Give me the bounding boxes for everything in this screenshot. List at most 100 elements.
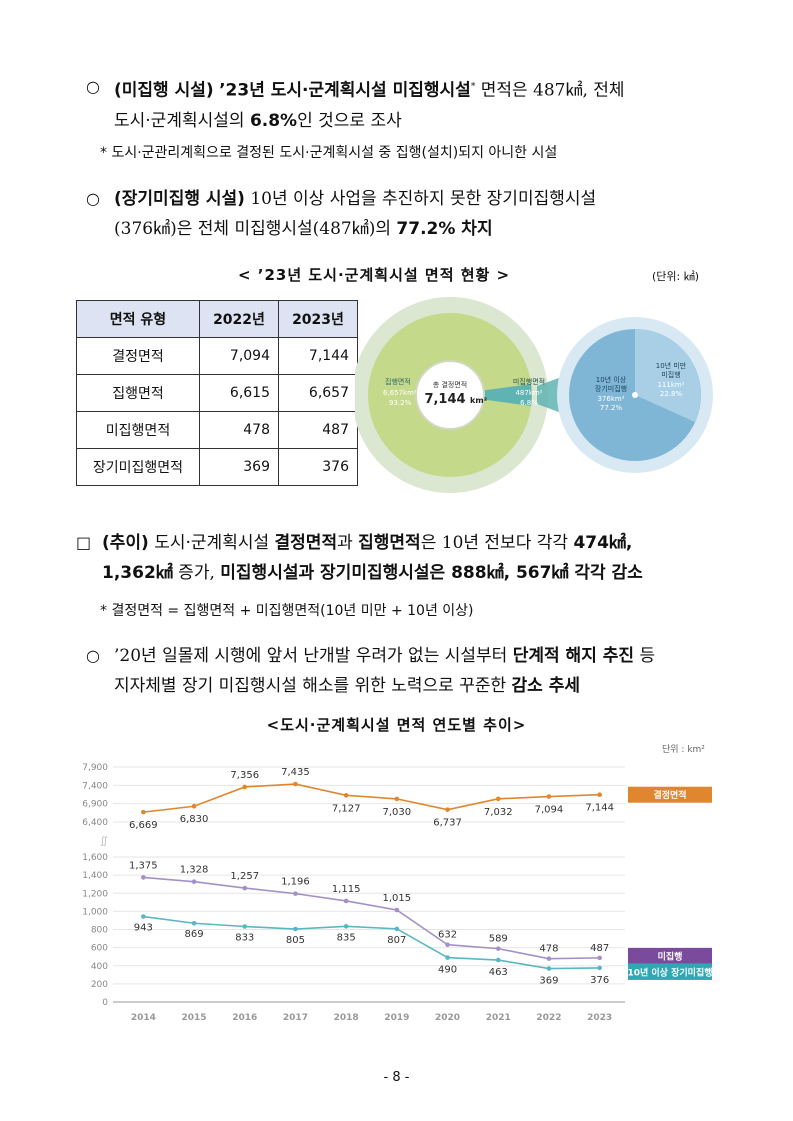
data-label: 1,015 (383, 893, 412, 904)
y-tick-label: 6,900 (82, 800, 108, 810)
y-tick-label: 800 (91, 926, 108, 936)
axis-break-icon: ∬ (100, 836, 108, 847)
legend-label: 10년 이상 장기미집행 (627, 966, 712, 978)
data-label: 1,257 (230, 871, 259, 882)
paragraph-sunset-clause: ○ ’20년 일몰제 시행에 앞서 난개발 우려가 없는 시설부터 단계적 해지… (86, 641, 718, 701)
data-point (495, 796, 501, 802)
data-label: 833 (235, 933, 254, 944)
data-label: 7,032 (484, 807, 513, 818)
data-label: 869 (185, 929, 204, 940)
data-label: 807 (387, 935, 406, 946)
svg-text:22.8%: 22.8% (660, 390, 683, 398)
data-label: 805 (286, 935, 305, 946)
svg-text:6,657km²: 6,657km² (383, 389, 417, 397)
header-2022: 2022년 (199, 300, 279, 338)
data-label: 7,356 (230, 770, 259, 781)
x-tick-label: 2022 (536, 1013, 561, 1023)
unit-label: (단위: ㎢) (652, 270, 700, 283)
data-point (141, 809, 146, 815)
data-point (445, 807, 450, 812)
data-label: 7,127 (332, 803, 361, 814)
long-term-label: 10년 이상 (596, 375, 627, 384)
data-point (394, 796, 400, 802)
paragraph-long-term-unexecuted: ○ (장기미집행 시설) 10년 이상 사업을 추진하지 못한 장기미집행시설 … (86, 184, 718, 244)
data-point (191, 920, 197, 926)
data-point (242, 885, 248, 891)
data-point (546, 956, 552, 961)
x-tick-label: 2021 (486, 1013, 511, 1023)
y-tick-label: 6,400 (82, 818, 108, 828)
y-tick-label: 7,900 (82, 763, 108, 773)
svg-text:미집행: 미집행 (661, 370, 680, 379)
data-point (343, 924, 349, 929)
data-label: 632 (438, 930, 457, 941)
data-label: 6,737 (433, 818, 462, 829)
bullet-circle: ○ (86, 77, 100, 96)
svg-text:487km²: 487km² (515, 389, 542, 397)
short-term-slice (635, 329, 701, 422)
bullet-square: □ (76, 533, 92, 552)
svg-text:111km²: 111km² (657, 381, 684, 389)
svg-text:장기미집행: 장기미집행 (595, 384, 627, 393)
data-point (191, 879, 197, 884)
area-pie-diagram: 집행면적 6,657km² 93.2% 총 결정면적 7,144 km² 미집행… (355, 297, 713, 493)
data-label: 490 (438, 965, 457, 976)
paragraph-unexecuted-facilities: ○ (미집행 시설) ’23년 도시·군계획시설 미집행시설* 면적은 487㎢… (86, 72, 718, 136)
data-point (293, 926, 298, 932)
data-point (343, 793, 349, 798)
x-tick-label: 2019 (384, 1013, 409, 1023)
data-point (293, 781, 298, 787)
legend-label: 미집행 (658, 950, 683, 962)
series-line (143, 915, 600, 970)
data-label: 478 (539, 944, 558, 955)
x-tick-label: 2016 (232, 1013, 257, 1023)
y-tick-label: 1,400 (82, 871, 108, 881)
data-point (394, 907, 400, 913)
svg-text:km²: km² (470, 396, 488, 405)
y-tick-label: 600 (91, 944, 108, 954)
x-tick-label: 2018 (334, 1013, 359, 1023)
legend-box (628, 963, 712, 980)
data-label: 6,669 (129, 820, 158, 831)
data-label: 589 (489, 934, 508, 945)
data-label: 7,094 (535, 805, 564, 816)
executed-label: 집행면적 (385, 377, 411, 386)
data-point (242, 924, 248, 929)
svg-text:93.2%: 93.2% (389, 399, 412, 407)
data-point (597, 792, 602, 798)
data-label: 369 (539, 976, 558, 987)
table-caption: < ’23년 도시·군계획시설 면적 현황 > (238, 266, 511, 284)
header-type: 면적 유형 (76, 300, 200, 338)
data-label: 1,328 (180, 865, 209, 876)
x-tick-label: 2023 (587, 1013, 612, 1023)
data-point (343, 898, 349, 904)
data-point (597, 965, 602, 971)
unexecuted-slice (450, 384, 532, 406)
data-point (293, 891, 298, 896)
data-point (141, 875, 146, 880)
data-label: 7,030 (383, 807, 412, 818)
data-label: 943 (134, 923, 153, 934)
data-point (445, 942, 450, 948)
table-row: 결정면적 7,094 7,144 (76, 337, 358, 375)
data-label: 487 (590, 943, 609, 954)
data-label: 7,144 (585, 803, 614, 814)
bullet-circle: ○ (86, 646, 100, 665)
data-point (141, 914, 146, 919)
footnote-definition: * 도시·군관리계획으로 결정된 도시·군계획시설 중 집행(설치)되지 아니한… (100, 145, 558, 161)
paragraph-trend: □ (추이) 도시·군계획시설 결정면적과 집행면적은 10년 전보다 각각 4… (76, 528, 726, 588)
label-unexecuted: (미집행 시설) (114, 80, 214, 101)
svg-text:6.8%: 6.8% (520, 399, 538, 407)
data-label: 7,435 (281, 767, 310, 778)
data-point (597, 955, 602, 961)
data-point (546, 794, 552, 799)
chart-caption: <도시·군계획시설 면적 연도별 추이> (266, 716, 527, 734)
data-point (546, 966, 552, 971)
svg-text:77.2%: 77.2% (600, 404, 623, 412)
y-tick-label: 0 (102, 998, 108, 1008)
data-point (495, 946, 501, 951)
data-point (495, 957, 501, 963)
table-row: 집행면적 6,615 6,657 (76, 374, 358, 412)
short-term-label: 10년 미만 (656, 361, 687, 370)
x-tick-label: 2017 (283, 1013, 308, 1023)
